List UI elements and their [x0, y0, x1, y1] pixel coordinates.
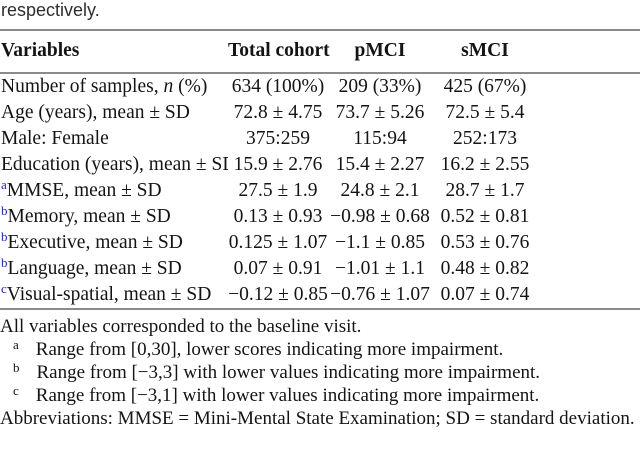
row-label: Education (years), mean ± SD — [1, 154, 228, 175]
cell-total-cohort: 0.13 ± 0.93 — [233, 206, 323, 227]
cell-pmci: 115:94 — [353, 128, 407, 149]
cell-spacer — [538, 73, 640, 100]
row-label: Male: Female — [1, 128, 109, 149]
cell-smci: 0.07 ± 0.74 — [440, 284, 530, 305]
table-row-visual-spatial: cVisual-spatial, mean ± SD −0.12 ± 0.85 … — [0, 282, 640, 309]
column-header-total-cohort: Total cohort — [228, 30, 330, 74]
cell-total-cohort: 0.125 ± 1.07 — [228, 232, 328, 253]
cell-spacer — [538, 282, 640, 309]
cell-smci: 0.48 ± 0.82 — [440, 258, 530, 279]
footnote-b: b Range from [−3,3] with lower values ind… — [0, 361, 640, 384]
cell-smci: 252:173 — [453, 128, 517, 149]
footnote-a-marker: a — [13, 337, 19, 352]
abbreviations-note: Abbreviations: MMSE = Mini-Mental State … — [0, 408, 635, 429]
footnote-c-marker: c — [13, 383, 19, 398]
cell-total-cohort: 27.5 ± 1.9 — [238, 180, 318, 201]
cell-pmci: −1.01 ± 1.1 — [335, 258, 425, 279]
row-label: MMSE, mean ± SD — [6, 180, 162, 201]
footnote-marker-b: b — [1, 256, 8, 270]
footnote-a: a Range from [0,30], lower scores indicat… — [0, 338, 640, 361]
cell-smci: 16.2 ± 2.55 — [440, 154, 530, 175]
cell-spacer — [538, 204, 640, 230]
column-header-variables: Variables — [0, 30, 228, 74]
column-header-smci: sMCI — [432, 30, 538, 74]
cell-pmci: −0.98 ± 0.68 — [330, 206, 430, 227]
footnote-c: c Range from [−3,1] with lower values ind… — [0, 384, 640, 407]
footnote-b-text: Range from [−3,3] with lower values indi… — [36, 362, 541, 383]
cell-total-cohort: 15.9 ± 2.76 — [233, 154, 323, 175]
table-row-language: bLanguage, mean ± SD 0.07 ± 0.91 −1.01 ±… — [0, 256, 640, 282]
row-label: Age (years), mean ± SD — [1, 102, 190, 123]
baseline-note: All variables corresponded to the baseli… — [0, 316, 362, 337]
table-row-memory: bMemory, mean ± SD 0.13 ± 0.93 −0.98 ± 0… — [0, 204, 640, 230]
row-label: Language, mean ± SD — [7, 258, 182, 279]
cell-spacer — [538, 230, 640, 256]
footnote-b-marker: b — [13, 360, 20, 375]
row-label: Number of samples, — [1, 76, 164, 97]
column-header-spacer — [538, 30, 640, 74]
cell-spacer — [538, 256, 640, 282]
cell-spacer — [538, 152, 640, 178]
cell-total-cohort: 634 (100%) — [231, 76, 325, 97]
footnote-a-text: Range from [0,30], lower scores indicati… — [35, 339, 504, 360]
table-notes: All variables corresponded to the baseli… — [0, 315, 640, 430]
cell-smci: 0.52 ± 0.81 — [440, 206, 530, 227]
footnote-marker-b: b — [1, 204, 8, 218]
cell-spacer — [538, 178, 640, 204]
cell-spacer — [538, 100, 640, 126]
cell-total-cohort: −0.12 ± 0.85 — [228, 284, 328, 305]
cell-total-cohort: 0.07 ± 0.91 — [233, 258, 323, 279]
table-row-executive: bExecutive, mean ± SD 0.125 ± 1.07 −1.1 … — [0, 230, 640, 256]
column-header-pmci: pMCI — [328, 30, 432, 74]
row-label: Visual-spatial, mean ± SD — [6, 284, 212, 305]
cohort-characteristics-table: Variables Total cohort pMCI sMCI Number … — [0, 29, 640, 310]
table-row-education: Education (years), mean ± SD 15.9 ± 2.76… — [0, 152, 640, 178]
cell-smci: 425 (67%) — [443, 76, 527, 97]
intro-text: respectively. — [1, 0, 100, 20]
table-row-male-female: Male: Female 375:259 115:94 252:173 — [0, 126, 640, 152]
cell-pmci: 209 (33%) — [338, 76, 422, 97]
cell-pmci: −0.76 ± 1.07 — [330, 284, 430, 305]
footnote-marker-a: a — [1, 178, 7, 192]
cell-pmci: 24.8 ± 2.1 — [340, 180, 420, 201]
cell-pmci: 15.4 ± 2.27 — [335, 154, 425, 175]
footnote-marker-b: b — [1, 230, 8, 244]
row-label-italic: n — [163, 76, 174, 97]
row-label: Executive, mean ± SD — [7, 232, 183, 253]
cell-smci: 0.53 ± 0.76 — [440, 232, 530, 253]
cell-smci: 72.5 ± 5.4 — [445, 102, 525, 123]
table-row-age: Age (years), mean ± SD 72.8 ± 4.75 73.7 … — [0, 100, 640, 126]
table-header-row: Variables Total cohort pMCI sMCI — [0, 30, 640, 74]
cell-pmci: −1.1 ± 0.85 — [335, 232, 425, 253]
cell-pmci: 73.7 ± 5.26 — [335, 102, 425, 123]
table-row-mmse: aMMSE, mean ± SD 27.5 ± 1.9 24.8 ± 2.1 2… — [0, 178, 640, 204]
footnote-c-text: Range from [−3,1] with lower values indi… — [35, 385, 540, 406]
row-label: Memory, mean ± SD — [7, 206, 171, 227]
table-row-number-of-samples: Number of samples, n (%) 634 (100%) 209 … — [0, 73, 640, 100]
cell-spacer — [538, 126, 640, 152]
cell-total-cohort: 72.8 ± 4.75 — [233, 102, 323, 123]
footnote-marker-c: c — [1, 282, 7, 296]
cell-smci: 28.7 ± 1.7 — [445, 180, 525, 201]
row-label-end: (%) — [173, 76, 208, 97]
cell-total-cohort: 375:259 — [246, 128, 310, 149]
